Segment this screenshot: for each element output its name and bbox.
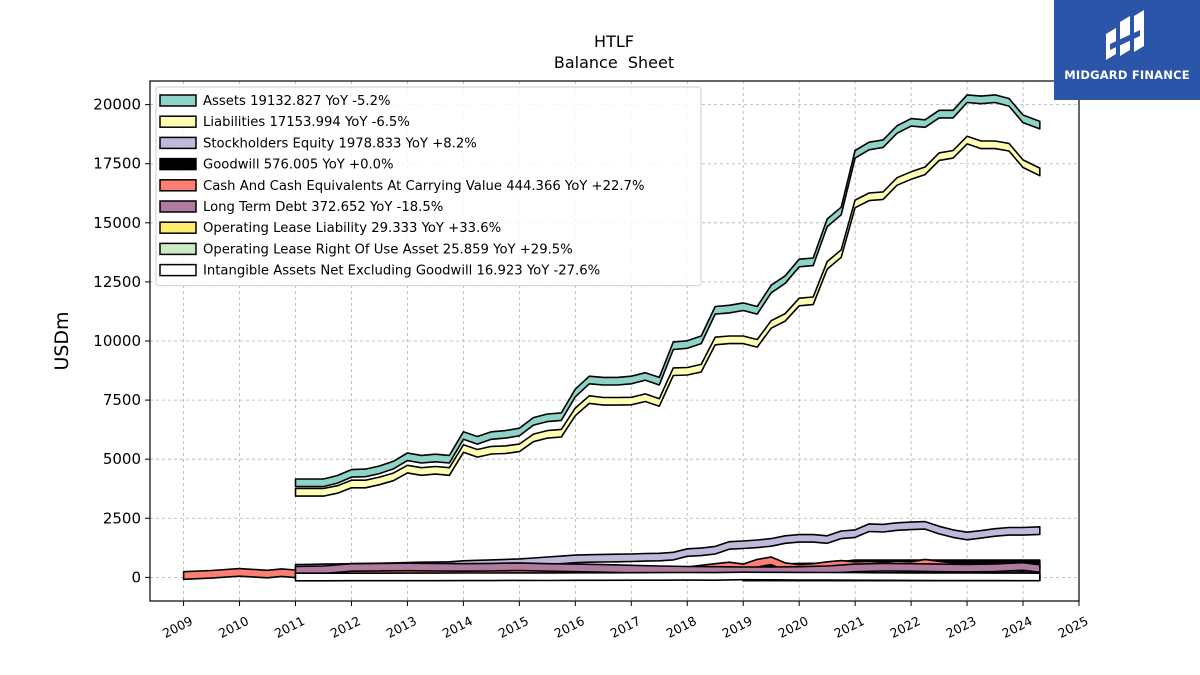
legend-swatch xyxy=(159,136,197,150)
legend-entry: Cash And Cash Equivalents At Carrying Va… xyxy=(203,179,644,194)
y-tick-label: 2500 xyxy=(103,509,141,527)
x-tick-label: 2014 xyxy=(440,613,475,641)
legend-entry: Stockholders Equity 1978.833 YoY +8.2% xyxy=(203,136,477,151)
series-intangible-assets-net-excluding-goodwill xyxy=(294,571,1041,582)
legend-entry: Operating Lease Liability 29.333 YoY +33… xyxy=(203,221,501,236)
legend-entry: Operating Lease Right Of Use Asset 25.85… xyxy=(203,242,573,257)
brand-name: MIDGARD FINANCE xyxy=(1064,68,1190,82)
chart-subtitle: Balance Sheet xyxy=(554,53,674,72)
x-tick-label: 2017 xyxy=(608,613,643,641)
y-tick-label: 7500 xyxy=(103,391,141,409)
brand-logo: MIDGARD FINANCE xyxy=(1054,0,1200,100)
legend-swatch xyxy=(159,115,197,128)
x-tick-label: 2015 xyxy=(496,613,531,641)
series-assets xyxy=(294,94,1041,488)
y-tick-label: 5000 xyxy=(103,450,141,468)
y-tick-label: 10000 xyxy=(93,332,141,350)
legend-entry: Assets 19132.827 YoY -5.2% xyxy=(203,94,391,109)
x-tick-label: 2010 xyxy=(216,613,251,641)
series-liabilities xyxy=(294,135,1041,497)
x-tick-label: 2022 xyxy=(887,613,922,641)
y-tick-label: 17500 xyxy=(93,155,141,173)
x-tick-label: 2018 xyxy=(664,613,699,641)
legend-swatch xyxy=(159,94,197,107)
y-tick-label: 12500 xyxy=(93,273,141,291)
x-tick-label: 2019 xyxy=(720,613,755,641)
legend-entry: Liabilities 17153.994 YoY -6.5% xyxy=(203,115,410,130)
legend-swatch xyxy=(159,179,197,192)
x-tick-label: 2012 xyxy=(328,613,363,641)
chart-title: HTLF xyxy=(594,32,634,51)
x-tick-label: 2009 xyxy=(160,613,195,641)
legend-box xyxy=(155,86,702,287)
x-tick-label: 2020 xyxy=(776,613,811,641)
legend-entry: Goodwill 576.005 YoY +0.0% xyxy=(203,158,394,173)
legend-swatch xyxy=(159,263,197,277)
y-tick-label: 15000 xyxy=(93,214,141,232)
y-tick-label: 20000 xyxy=(93,96,141,114)
x-tick-label: 2024 xyxy=(999,613,1034,641)
y-axis-label: USDm xyxy=(51,311,73,370)
x-tick-label: 2023 xyxy=(943,613,978,641)
midgard-logo-icon xyxy=(1106,10,1144,60)
x-tick-label: 2011 xyxy=(272,613,307,641)
series-group xyxy=(182,94,1041,582)
legend: Assets 19132.827 YoY -5.2% Liabilities 17… xyxy=(155,86,702,287)
x-tick-label: 2013 xyxy=(384,613,419,641)
x-tick-label: 2025 xyxy=(1055,613,1090,641)
x-tick-label: 2021 xyxy=(832,613,867,641)
legend-swatch xyxy=(159,200,197,213)
legend-swatch xyxy=(159,242,197,256)
y-tick-label: 0 xyxy=(131,568,141,586)
x-tick-label: 2016 xyxy=(552,613,587,641)
legend-swatch xyxy=(159,157,197,171)
legend-entry: Intangible Assets Net Excluding Goodwill… xyxy=(203,264,600,279)
legend-swatch xyxy=(159,221,197,234)
legend-entry: Long Term Debt 372.652 YoY -18.5% xyxy=(203,200,443,215)
